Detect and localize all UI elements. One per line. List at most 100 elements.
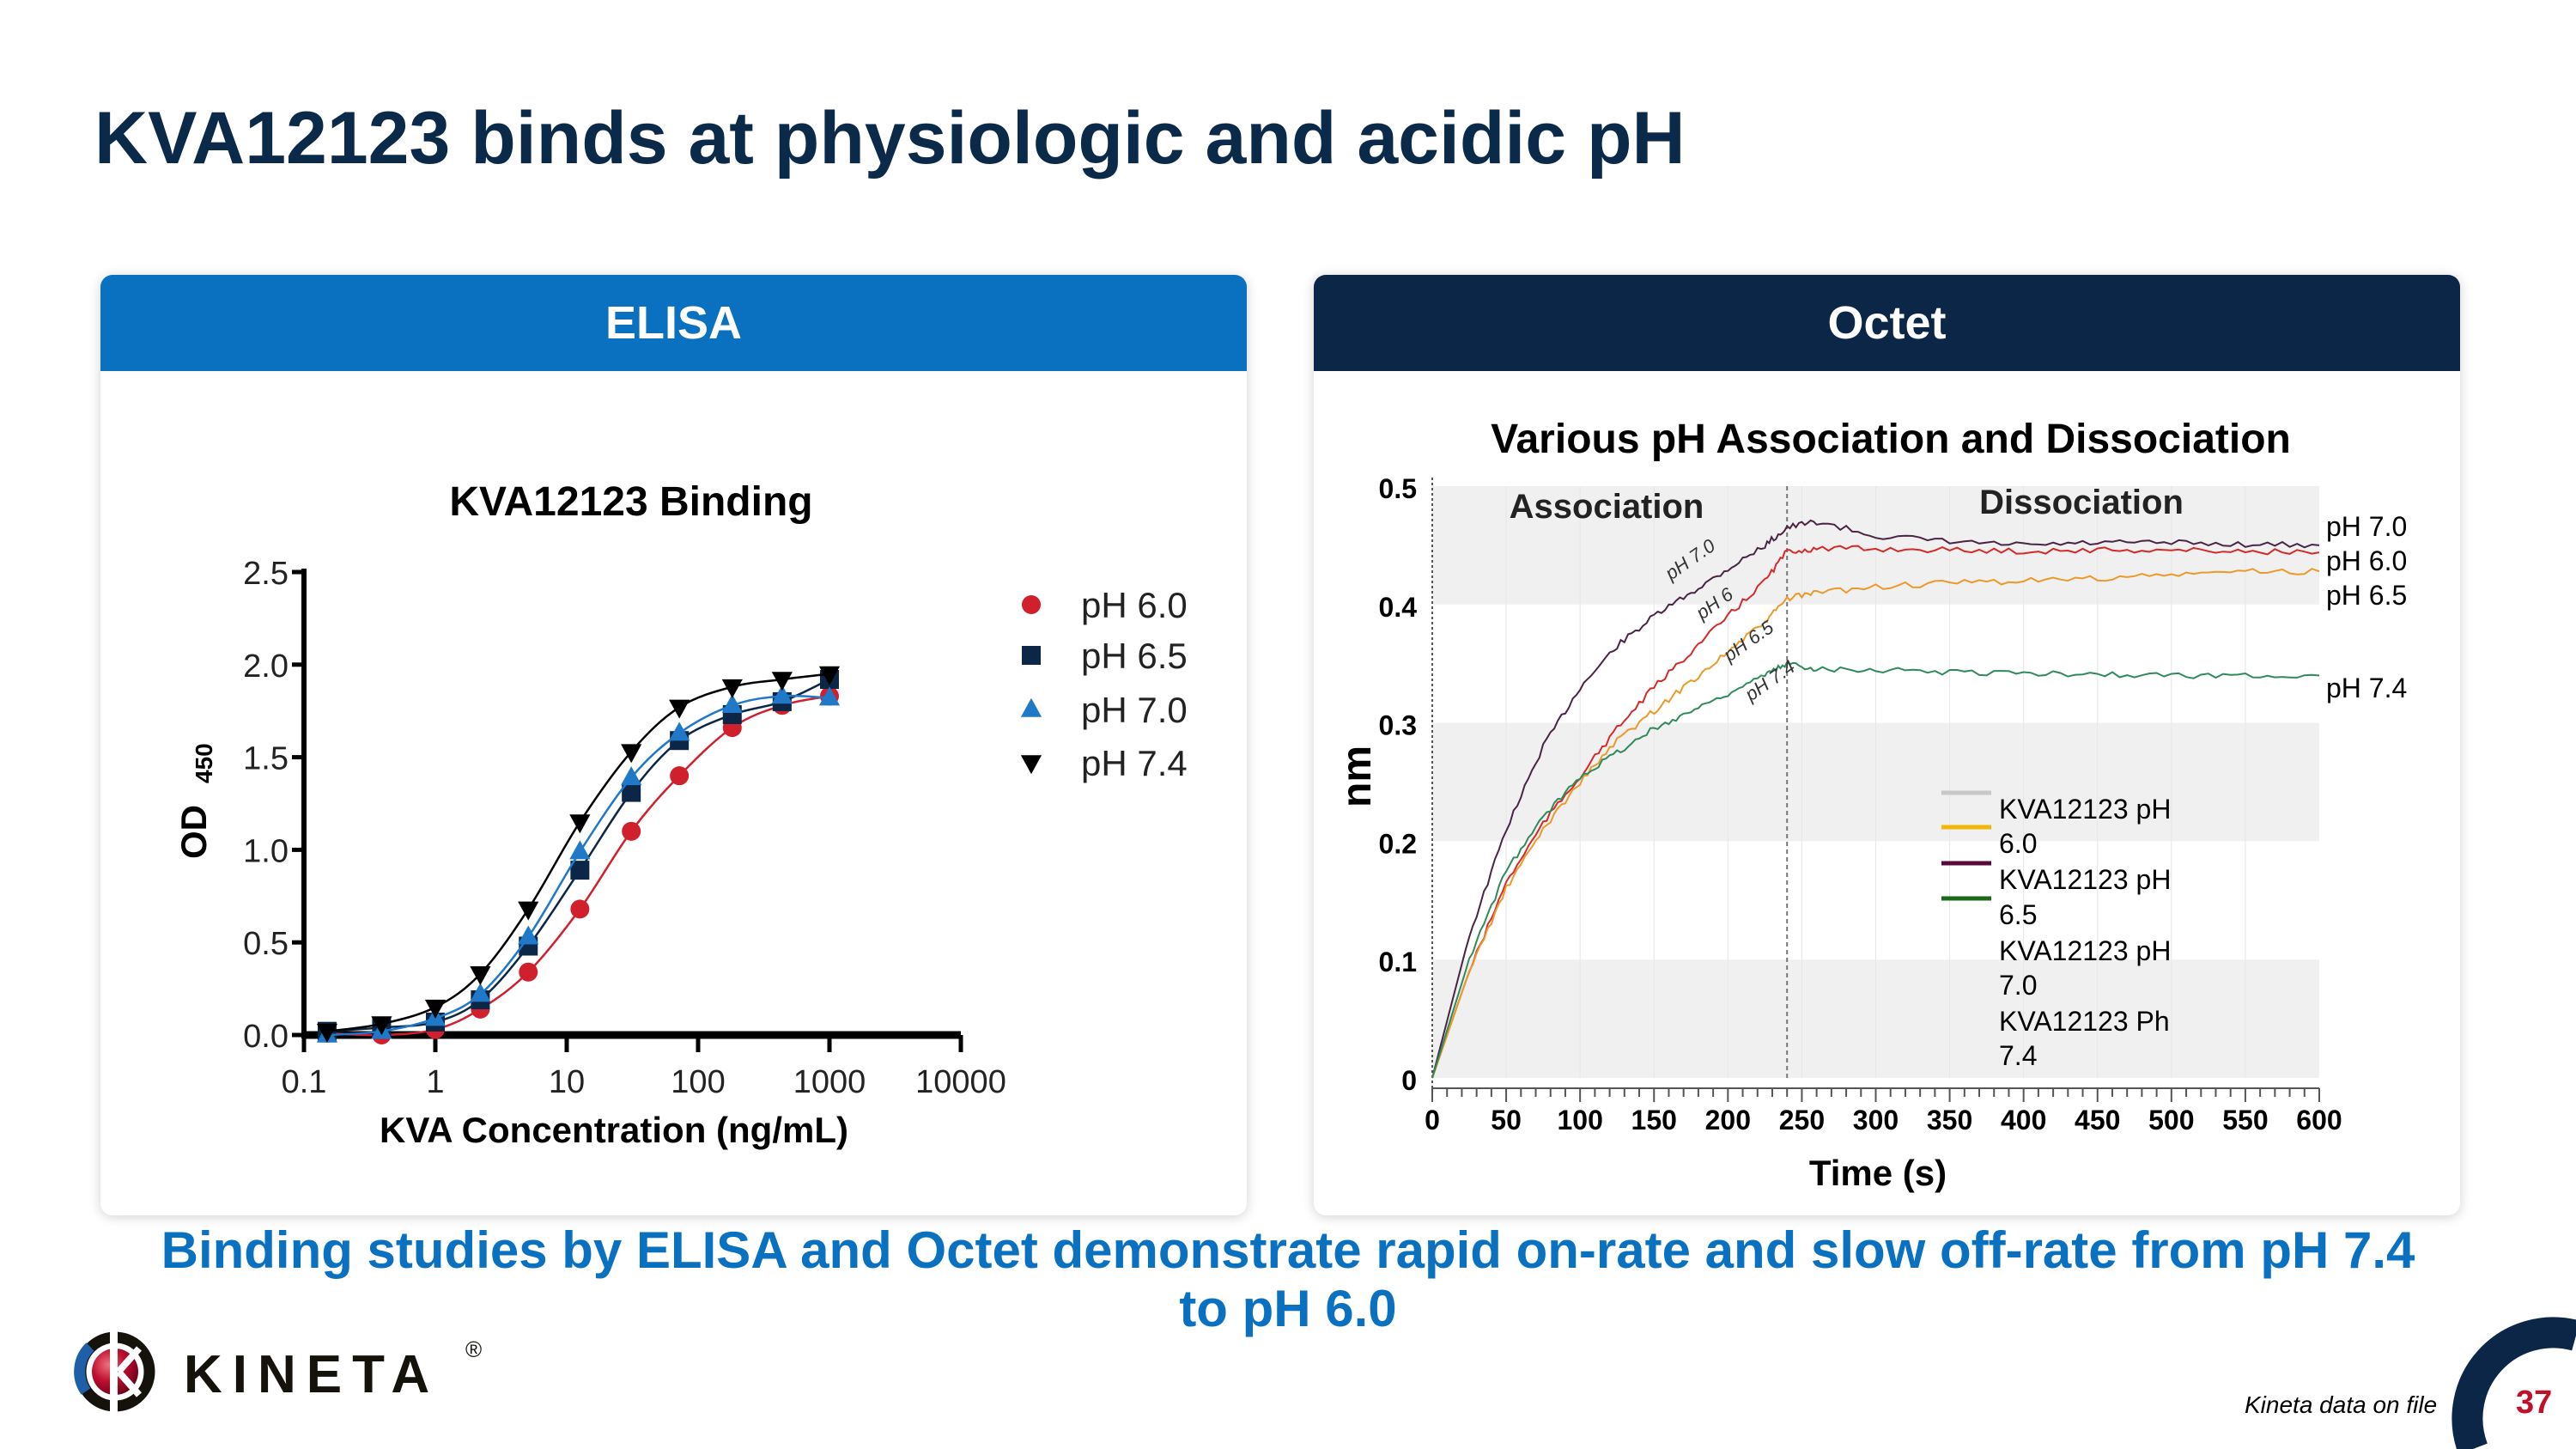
data-point xyxy=(622,821,641,841)
x-tick-label: 100 xyxy=(1557,1105,1602,1135)
y-axis-label-subscript: 450 xyxy=(191,743,217,783)
x-tick-label: 1000 xyxy=(793,1064,866,1100)
y-tick-label: 0.5 xyxy=(1379,473,1417,504)
data-point xyxy=(721,694,743,714)
data-point xyxy=(470,983,491,1002)
y-tick-label: 0.4 xyxy=(1379,592,1418,623)
data-point xyxy=(518,925,539,945)
conclusion-line-2: to pH 6.0 xyxy=(1179,1280,1397,1337)
data-point xyxy=(818,686,841,706)
chart-title: Various pH Association and Dissociation xyxy=(1491,417,2291,462)
data-point xyxy=(470,966,491,986)
legend-marker xyxy=(1022,595,1041,614)
x-tick-label: 250 xyxy=(1779,1105,1825,1135)
x-tick-label: 0.1 xyxy=(282,1064,327,1100)
kineta-logo-text: KINETA xyxy=(184,1345,440,1404)
x-tick-label: 300 xyxy=(1853,1105,1899,1135)
legend-label: 6.5 xyxy=(1999,899,2037,930)
data-point xyxy=(669,699,690,719)
conclusion-text: Binding studies by ELISA and Octet demon… xyxy=(86,1221,2490,1338)
legend-label: KVA12123 pH xyxy=(1999,864,2171,895)
x-tick-label: 450 xyxy=(2075,1105,2120,1135)
series-line xyxy=(1431,545,2320,1079)
data-point xyxy=(621,766,642,786)
chart-title: KVA12123 Binding xyxy=(449,479,812,525)
x-tick-label: 10 xyxy=(549,1064,585,1100)
data-point xyxy=(771,672,793,691)
y-axis-label: nm xyxy=(1334,746,1380,807)
data-point xyxy=(818,666,841,685)
y-axis-label: OD xyxy=(173,805,214,859)
data-point xyxy=(519,962,538,982)
x-axis-label: KVA Concentration (ng/mL) xyxy=(380,1110,848,1150)
x-tick-label: 200 xyxy=(1705,1105,1751,1135)
legend-label: 7.0 xyxy=(1999,970,2037,1001)
y-tick-label: 1.5 xyxy=(243,741,289,777)
x-tick-label: 400 xyxy=(2001,1105,2046,1135)
page-title: KVA12123 binds at physiologic and acidic… xyxy=(94,97,1686,180)
legend-marker xyxy=(1020,697,1042,717)
legend-label: 7.4 xyxy=(1999,1040,2037,1071)
end-series-label: pH 7.4 xyxy=(2326,673,2407,703)
series-pH-7-4: pH 7.4 xyxy=(316,666,1188,1043)
octet-panel-header: Octet xyxy=(1314,275,2460,371)
y-tick-label: 2.5 xyxy=(243,556,289,592)
kineta-logo-icon xyxy=(74,1331,155,1413)
data-point xyxy=(570,899,590,919)
y-tick-label: 0 xyxy=(1401,1065,1417,1096)
series-line xyxy=(1431,519,2320,1079)
x-tick-label: 0 xyxy=(1425,1105,1440,1135)
legend-label: KVA12123 pH xyxy=(1999,794,2171,825)
phase-label-association: Association xyxy=(1510,488,1704,526)
legend-marker xyxy=(1020,755,1042,775)
x-tick-label: 550 xyxy=(2222,1105,2268,1135)
legend-label: 6.0 xyxy=(1999,828,2037,859)
x-tick-label: 350 xyxy=(1927,1105,1972,1135)
y-tick-label: 0.2 xyxy=(1379,828,1417,859)
y-tick-label: 0.1 xyxy=(1379,947,1417,977)
series-line xyxy=(1431,568,2320,1079)
legend-marker xyxy=(1022,646,1041,665)
x-axis-label: Time (s) xyxy=(1809,1153,1947,1193)
x-tick-label: 1 xyxy=(426,1064,444,1100)
data-point xyxy=(569,814,591,834)
data-point xyxy=(316,1023,338,1043)
data-point xyxy=(669,721,690,741)
end-series-label: pH 7.0 xyxy=(2326,511,2407,542)
page-number-ring xyxy=(2451,1317,2576,1449)
legend-label: KVA12123 Ph xyxy=(1999,1006,2170,1037)
x-tick-label: 600 xyxy=(2296,1105,2342,1135)
legend-label: pH 7.0 xyxy=(1081,690,1188,730)
data-point xyxy=(518,901,539,921)
source-note: Kineta data on file xyxy=(2245,1391,2438,1418)
registered-mark: ® xyxy=(465,1336,483,1362)
x-tick-label: 150 xyxy=(1631,1105,1677,1135)
series-pH-7-0: pH 7.0 xyxy=(316,685,1188,1043)
data-point xyxy=(570,861,590,880)
conclusion-line-1: Binding studies by ELISA and Octet demon… xyxy=(161,1221,2415,1279)
legend-label: KVA12123 pH xyxy=(1999,935,2171,966)
x-tick-label: 10000 xyxy=(915,1064,1006,1100)
data-point xyxy=(670,766,690,786)
y-tick-label: 0.3 xyxy=(1379,710,1417,741)
end-series-label: pH 6.5 xyxy=(2326,580,2407,611)
page-number: 37 xyxy=(2516,1385,2553,1421)
y-tick-label: 2.0 xyxy=(243,648,289,685)
x-tick-label: 100 xyxy=(671,1064,725,1100)
data-point xyxy=(371,1016,392,1036)
elisa-panel-header: ELISA xyxy=(100,275,1247,371)
x-tick-label: 50 xyxy=(1491,1105,1522,1135)
y-tick-label: 0.0 xyxy=(243,1019,289,1055)
phase-label-dissociation: Dissociation xyxy=(1979,484,2184,521)
legend-label: pH 7.4 xyxy=(1081,743,1188,783)
data-point xyxy=(621,744,642,764)
data-point xyxy=(569,840,591,860)
y-tick-label: 0.5 xyxy=(243,926,289,962)
legend-label: pH 6.5 xyxy=(1081,636,1188,676)
legend-label: pH 6.0 xyxy=(1081,585,1188,625)
end-series-label: pH 6.0 xyxy=(2326,545,2407,576)
x-tick-label: 500 xyxy=(2148,1105,2194,1135)
